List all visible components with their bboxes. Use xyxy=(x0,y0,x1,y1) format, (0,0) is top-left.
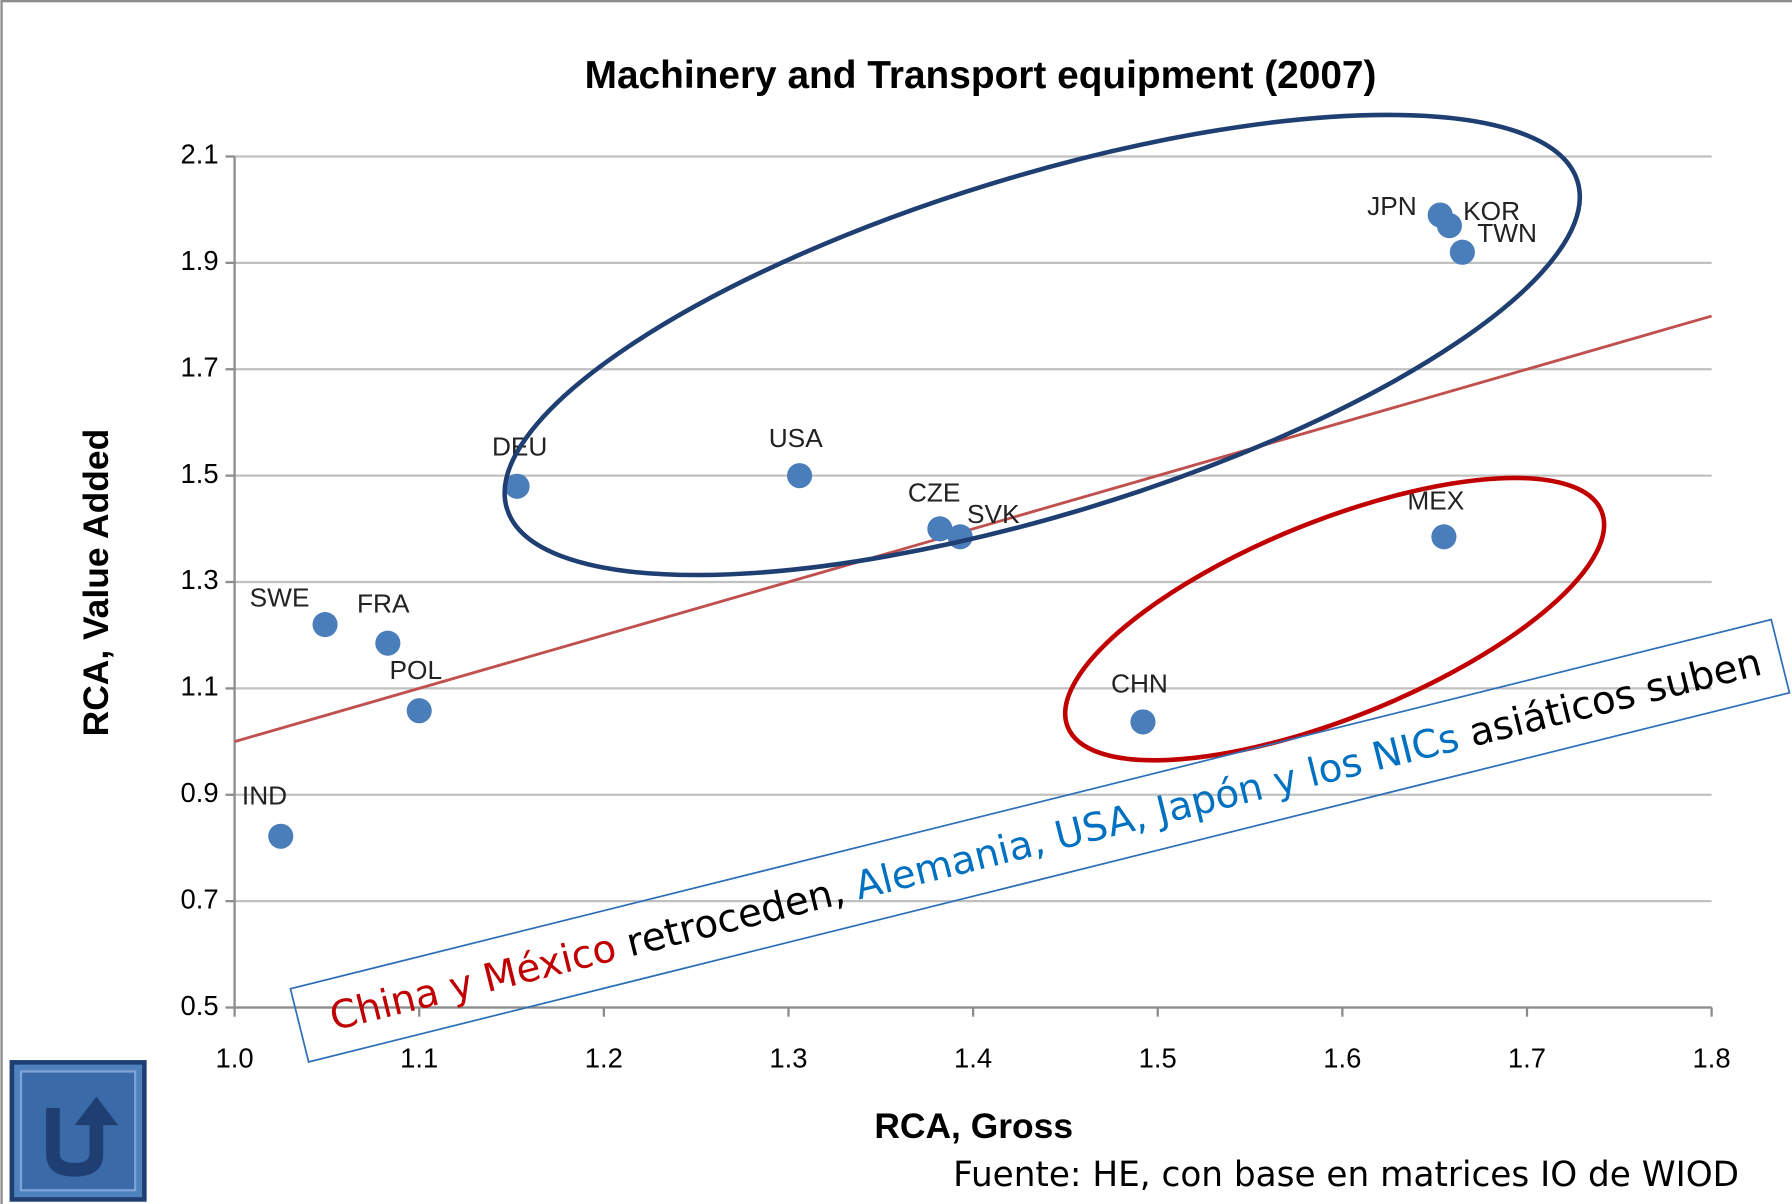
point xyxy=(1449,239,1475,265)
x-tick-label: 1.4 xyxy=(954,1042,992,1073)
point-label: CZE xyxy=(908,477,961,507)
y-tick-label: 1.3 xyxy=(180,564,218,595)
x-tick-label: 1.3 xyxy=(769,1042,807,1073)
y-tick-label: 0.9 xyxy=(180,777,218,808)
y-tick-label: 1.7 xyxy=(180,351,218,382)
x-tick-label: 1.8 xyxy=(1693,1042,1731,1073)
point-label: KOR xyxy=(1463,196,1520,226)
point-label: CHN xyxy=(1111,668,1168,698)
point xyxy=(406,698,432,724)
blue-ellipse xyxy=(502,112,1583,578)
x-axis-title: RCA, Gross xyxy=(874,1106,1073,1146)
chart-title: Machinery and Transport equipment (2007) xyxy=(585,54,1377,97)
x-tick-label: 1.5 xyxy=(1139,1042,1177,1073)
x-tick-label: 1.2 xyxy=(585,1042,623,1073)
point xyxy=(312,611,338,638)
point xyxy=(375,630,401,656)
point-label: SWE xyxy=(250,582,310,612)
point-label: TWN xyxy=(1477,218,1537,248)
point-label: POL xyxy=(390,655,443,685)
point-label: SVK xyxy=(967,499,1020,529)
point xyxy=(504,473,530,499)
x-tick-label: 1.0 xyxy=(216,1042,254,1073)
source: Fuente: HE, con base en matrices IO de W… xyxy=(953,1155,1739,1195)
y-tick-label: 1.9 xyxy=(180,245,218,276)
y-tick-label: 1.5 xyxy=(180,458,218,489)
plot-area: 0.5 0.7 0.9 1.1 1.3 1.5 1.7 1.9 2.1 1.0 1.1 1.2 1.3 1… xyxy=(180,139,1730,1074)
point-label: USA xyxy=(769,423,823,453)
y-tick-label: 2.1 xyxy=(180,139,218,170)
annotation-border xyxy=(289,618,1791,1063)
point-label: FRA xyxy=(357,588,410,618)
point xyxy=(1431,524,1457,550)
trendline xyxy=(234,314,1713,743)
point xyxy=(1436,213,1463,239)
y-tick-label: 0.5 xyxy=(180,990,218,1021)
home-arrow[interactable] xyxy=(46,1096,119,1177)
x-tick-label: 1.7 xyxy=(1508,1042,1546,1073)
point xyxy=(268,823,294,849)
point xyxy=(786,463,813,489)
y-tick-label: 1.1 xyxy=(180,671,218,702)
y-tick-label: 0.7 xyxy=(180,883,218,914)
point-label: JPN xyxy=(1367,191,1417,221)
x-tick-label: 1.6 xyxy=(1323,1042,1361,1073)
point xyxy=(1130,709,1156,735)
home-button[interactable] xyxy=(9,1060,147,1202)
x-tick-label: 1.1 xyxy=(400,1042,438,1073)
y-axis-title: RCA, Value Added xyxy=(76,429,116,737)
point xyxy=(927,516,953,542)
point-label: IND xyxy=(242,780,287,810)
red-ellipse xyxy=(1062,475,1607,763)
